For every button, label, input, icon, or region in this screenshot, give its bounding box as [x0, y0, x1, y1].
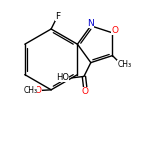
Text: CH₃: CH₃ — [117, 60, 131, 69]
Text: O: O — [35, 86, 42, 95]
Text: CH₃: CH₃ — [23, 86, 37, 95]
Text: O: O — [82, 87, 89, 96]
Text: F: F — [55, 12, 60, 21]
Text: N: N — [87, 19, 94, 28]
Text: O: O — [111, 26, 118, 35]
Text: HO: HO — [56, 73, 69, 82]
